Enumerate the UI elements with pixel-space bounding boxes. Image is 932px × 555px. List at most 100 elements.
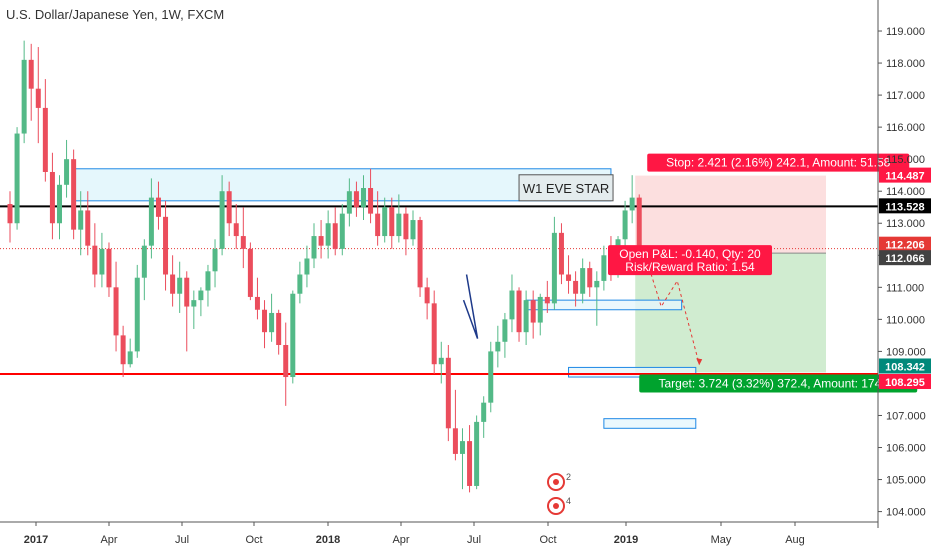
candle-body [403, 213, 409, 240]
stop-area [635, 175, 826, 254]
y-tick-label: 105.000 [886, 475, 926, 487]
candle [148, 178, 154, 259]
candle [254, 277, 260, 320]
candle [290, 290, 296, 384]
candle [424, 277, 430, 320]
candle [622, 200, 628, 246]
candle [184, 271, 190, 352]
pnl-label: Open P&L: -0.140, Qty: 20 [619, 247, 761, 261]
y-tick-label: 107.000 [886, 410, 926, 422]
candle-body [339, 213, 345, 249]
candle [262, 300, 268, 349]
candle [382, 197, 388, 243]
candle-body [226, 191, 232, 224]
candle [629, 175, 635, 224]
candle [141, 239, 147, 301]
candle-body [452, 428, 458, 454]
candle-body [431, 303, 437, 365]
projection-path [648, 267, 700, 365]
y-tick-label: 114.000 [886, 186, 925, 198]
candle [14, 127, 20, 230]
candle-body [184, 277, 190, 307]
stop-label-bg [647, 153, 910, 172]
candle-body [120, 335, 126, 365]
x-tick-label: 2017 [24, 534, 48, 546]
candle [42, 79, 48, 182]
x-tick-label: Oct [245, 534, 262, 546]
candle-body [254, 296, 260, 310]
candle-body [502, 319, 508, 342]
stop-label: Stop: 2.421 (2.16%) 242.1, Amount: 51.58 [666, 156, 890, 170]
candle [438, 341, 444, 384]
candle-body [467, 441, 473, 486]
candle [417, 216, 423, 297]
candle-body [495, 341, 501, 352]
candle [523, 290, 529, 345]
candle [594, 271, 600, 326]
candle [120, 325, 126, 378]
candle [78, 191, 84, 256]
candle [283, 322, 289, 406]
candle [452, 389, 458, 461]
x-tick-label: May [711, 534, 732, 546]
candle-body [629, 197, 635, 211]
event-marker-dot [553, 503, 559, 509]
candle-body [198, 290, 204, 301]
candle [636, 194, 642, 256]
wedge-drawing [462, 274, 479, 339]
candle-body [382, 207, 388, 237]
price-tag-bg [879, 250, 931, 266]
y-tick-label: 116.000 [886, 122, 925, 134]
candle [580, 258, 586, 304]
candle-body [353, 191, 359, 208]
price-tag-bg [879, 236, 931, 252]
candle-body [304, 258, 310, 275]
candle-body [78, 210, 84, 230]
y-tick-label: 104.000 [886, 507, 926, 519]
candle-body [14, 133, 20, 224]
candle-body [346, 191, 352, 214]
candle [226, 181, 232, 237]
candle-body [537, 296, 543, 323]
candle [240, 207, 246, 269]
price-tag-bg [879, 373, 931, 389]
candle-body [587, 268, 593, 288]
candle-body [566, 274, 572, 281]
candle [304, 245, 310, 288]
x-tick-label: Jul [175, 534, 189, 546]
candle [85, 191, 91, 256]
candle-body [106, 248, 112, 288]
candle-body [594, 280, 600, 288]
candle-body [85, 210, 91, 246]
candle-body [28, 59, 34, 89]
price-tag: 108.342 [885, 361, 925, 373]
candle [488, 341, 494, 413]
candle [56, 175, 62, 240]
candle-body [35, 88, 41, 108]
candle [28, 43, 34, 121]
candle-body [459, 441, 465, 454]
candle-body [191, 300, 197, 307]
candle-body [375, 213, 381, 237]
lower-zone [603, 418, 697, 429]
candle [445, 344, 451, 442]
target-label: Target: 3.724 (3.32%) 372.4, Amount: 174… [658, 376, 898, 390]
candle [544, 280, 550, 313]
candle-body [325, 223, 331, 246]
projection-arrowhead [696, 358, 703, 366]
candle-body [42, 107, 48, 172]
candle [155, 181, 161, 230]
candle-body [64, 159, 70, 185]
candle-body [417, 220, 423, 288]
price-tag: 108.295 [885, 377, 925, 389]
y-tick-label: 117.000 [886, 90, 925, 102]
price-tag: 112.206 [885, 240, 924, 252]
candle-body [580, 268, 586, 294]
candle-body [7, 204, 13, 224]
candle-body [481, 402, 487, 422]
price-tag-bg [879, 358, 931, 374]
candle [587, 261, 593, 297]
candle-body [134, 277, 140, 352]
